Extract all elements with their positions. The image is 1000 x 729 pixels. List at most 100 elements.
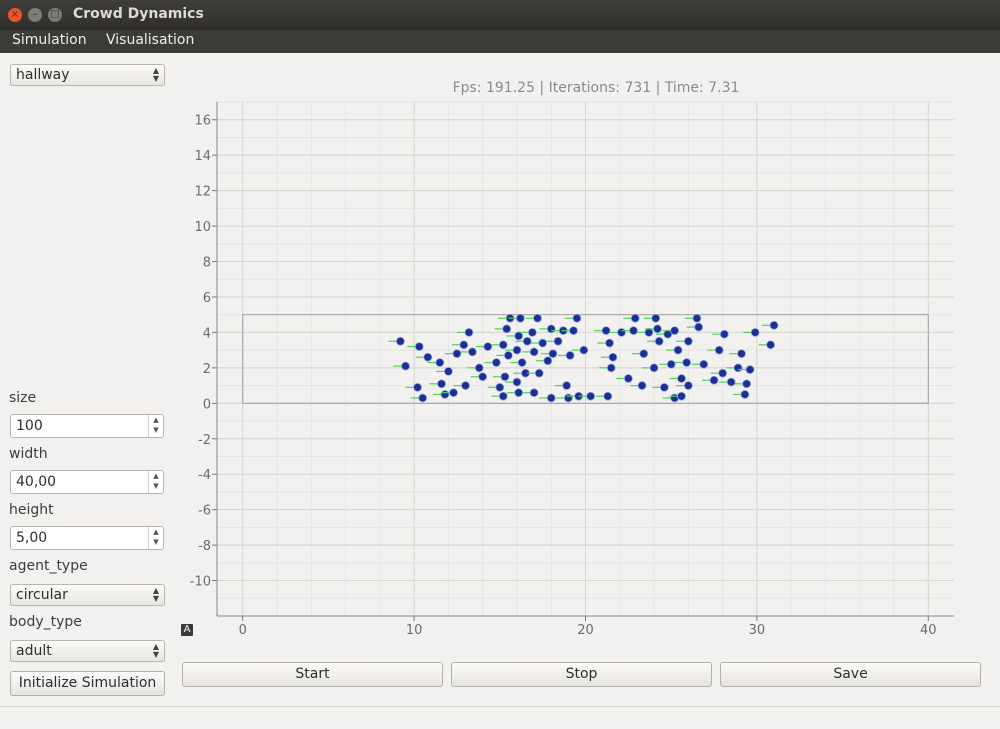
agent[interactable] [654, 336, 664, 346]
agent[interactable] [515, 313, 525, 323]
agent[interactable] [714, 345, 724, 355]
agent[interactable] [533, 313, 542, 323]
agent[interactable] [569, 326, 578, 336]
agent[interactable] [461, 381, 470, 390]
spin-arrows-icon[interactable]: ▲ ▼ [148, 471, 163, 493]
agent[interactable] [683, 336, 693, 346]
agent[interactable] [651, 313, 661, 323]
agent[interactable] [737, 349, 746, 359]
agent[interactable] [512, 377, 522, 387]
agent[interactable] [699, 359, 709, 369]
agent[interactable] [603, 391, 613, 401]
agent[interactable] [586, 391, 596, 401]
agent[interactable] [464, 328, 474, 337]
agent[interactable] [522, 336, 532, 346]
agent[interactable] [659, 382, 669, 392]
agent[interactable] [546, 393, 556, 403]
agent[interactable] [694, 322, 704, 332]
agent[interactable] [548, 349, 558, 359]
agent[interactable] [435, 358, 445, 367]
agent[interactable] [769, 320, 779, 330]
plot-canvas[interactable]: Fps: 191.25 | Iterations: 731 | Time: 7.… [175, 60, 1000, 640]
agent[interactable] [666, 359, 676, 369]
agent[interactable] [452, 349, 462, 359]
agent[interactable] [500, 372, 510, 382]
spin-arrows-icon[interactable]: ▲ ▼ [148, 415, 163, 437]
agent[interactable] [437, 379, 446, 389]
agent[interactable] [733, 363, 743, 373]
scenario-select[interactable]: hallway ▲ ▼ [10, 64, 165, 86]
agent[interactable] [623, 374, 633, 383]
agent[interactable] [538, 338, 548, 348]
agent[interactable] [673, 345, 683, 355]
agent[interactable] [495, 382, 505, 392]
agent[interactable] [617, 328, 626, 337]
agent[interactable] [413, 382, 422, 392]
agent[interactable] [629, 326, 638, 336]
agent[interactable] [766, 340, 776, 350]
agent[interactable] [637, 381, 647, 390]
agent[interactable] [606, 363, 616, 373]
agent[interactable] [514, 388, 524, 398]
agent[interactable] [692, 313, 702, 323]
agent[interactable] [423, 352, 433, 362]
agent[interactable] [639, 349, 649, 359]
agent[interactable] [726, 377, 736, 387]
agent-type-select[interactable]: circular ▲ ▼ [10, 584, 165, 606]
agent[interactable] [562, 381, 572, 390]
agent[interactable] [579, 345, 589, 355]
auto-range-icon[interactable]: A [181, 624, 193, 636]
agent[interactable] [449, 388, 458, 398]
agent[interactable] [546, 324, 556, 334]
agent[interactable] [529, 388, 539, 398]
agent[interactable] [670, 326, 680, 336]
agent[interactable] [517, 358, 527, 367]
close-window-button[interactable]: × [8, 8, 22, 22]
agent[interactable] [740, 390, 750, 399]
width-spinbox[interactable]: 40,00 ▲ ▼ [10, 470, 164, 494]
simulation-plot[interactable]: Fps: 191.25 | Iterations: 731 | Time: 7.… [175, 60, 1000, 640]
agent[interactable] [719, 329, 729, 339]
agent[interactable] [608, 352, 618, 362]
height-spinbox[interactable]: 5,00 ▲ ▼ [10, 526, 164, 550]
agent[interactable] [605, 338, 614, 348]
maximize-window-button[interactable]: □ [48, 8, 62, 22]
agent[interactable] [682, 358, 692, 367]
agent[interactable] [534, 368, 544, 378]
spin-arrows-icon[interactable]: ▲ ▼ [148, 527, 163, 549]
start-button[interactable]: Start [182, 662, 443, 687]
agent[interactable] [750, 328, 760, 337]
agent[interactable] [563, 393, 573, 403]
agent[interactable] [467, 347, 477, 357]
agent[interactable] [483, 342, 493, 351]
agent[interactable] [649, 363, 659, 373]
initialize-simulation-button[interactable]: Initialize Simulation [10, 671, 165, 696]
agent[interactable] [630, 313, 640, 323]
agent[interactable] [742, 379, 752, 389]
agent[interactable] [514, 331, 524, 341]
agent[interactable] [543, 356, 553, 366]
agent[interactable] [503, 351, 513, 360]
agent[interactable] [474, 363, 484, 373]
agent[interactable] [502, 324, 512, 334]
size-spinbox[interactable]: 100 ▲ ▼ [10, 414, 164, 438]
agent[interactable] [718, 368, 728, 378]
agent[interactable] [527, 328, 537, 337]
agent[interactable] [709, 375, 719, 385]
agent[interactable] [553, 336, 563, 346]
agent[interactable] [401, 361, 410, 371]
agent[interactable] [395, 336, 405, 346]
agent[interactable] [683, 381, 693, 390]
body-type-select[interactable]: adult ▲ ▼ [10, 640, 165, 662]
menu-visualisation[interactable]: Visualisation [106, 32, 195, 48]
agent[interactable] [601, 326, 611, 336]
agent[interactable] [677, 374, 686, 383]
agent[interactable] [572, 313, 582, 323]
agent[interactable] [512, 345, 522, 355]
agent[interactable] [565, 351, 575, 360]
agent[interactable] [653, 324, 662, 334]
agent[interactable] [745, 365, 755, 375]
agent[interactable] [498, 340, 508, 350]
agent[interactable] [491, 358, 501, 367]
minimize-window-button[interactable]: – [28, 8, 42, 22]
